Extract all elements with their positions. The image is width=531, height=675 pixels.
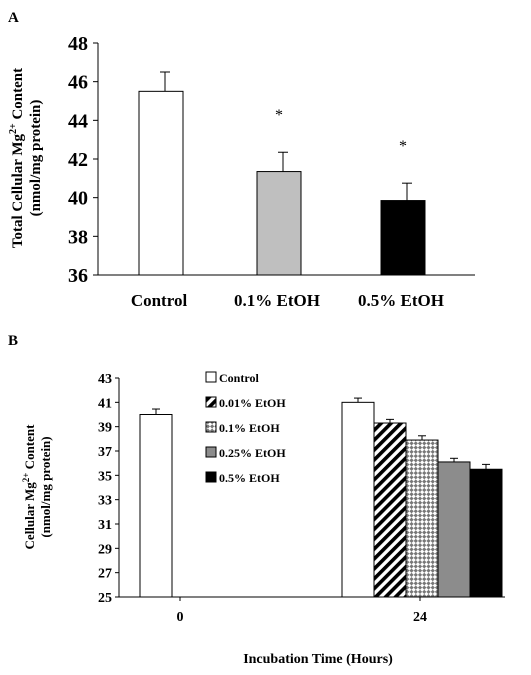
- panel-b-legend-swatch: [205, 471, 217, 483]
- panel-b-y-tick-label: 31: [98, 518, 112, 533]
- panel-b-y-tick-label: 27: [98, 567, 112, 582]
- panel-b-legend-swatch: [205, 421, 217, 433]
- panel-a-category-label: 0.1% EtOH: [234, 291, 320, 310]
- panel-b-legend: Control 0.01% EtOH 0.1% EtOH 0.25% EtOH 0.5%…: [205, 371, 286, 485]
- panel-b: B Cellular Mg2+ Content (nmol/mg protein…: [8, 333, 505, 667]
- panel-b-legend-swatch: [205, 396, 217, 408]
- panel-b-y-tick-label: 43: [98, 372, 112, 387]
- panel-b-y-tick-label: 33: [98, 494, 112, 509]
- panel-b-bar: [373, 422, 407, 598]
- panel-b-legend-label: Control: [219, 371, 259, 385]
- panel-a-y-tick-label: 36: [68, 265, 88, 287]
- panel-b-y-tick-label: 39: [98, 421, 112, 436]
- panel-a-y-tick-label: 38: [68, 226, 88, 248]
- panel-a-y-tick-label: 44: [68, 110, 88, 132]
- panel-b-y-axis-subtitle: (nmol/mg protein): [38, 436, 53, 537]
- panel-b-bar: [139, 414, 173, 598]
- panel-b-y-tick-label: 25: [98, 591, 112, 606]
- panel-a-y-axis-title: Total Cellular Mg2+ Content: [8, 68, 26, 248]
- panel-b-legend-label: 0.25% EtOH: [219, 446, 286, 460]
- panel-b-legend-label: 0.5% EtOH: [219, 471, 280, 485]
- panel-a-significance-star: *: [399, 138, 407, 155]
- panel-a: A Total Cellular Mg2+ Content (nmol/mg p…: [8, 10, 475, 310]
- panel-a-y-axis-subtitle: (nmol/mg protein): [28, 100, 44, 217]
- panel-b-category-label: 24: [413, 610, 427, 625]
- panel-a-category-label: 0.5% EtOH: [358, 291, 444, 310]
- panel-b-y-tick-label: 41: [98, 396, 112, 411]
- panel-a-bar: [380, 200, 426, 276]
- panel-b-legend-label: 0.01% EtOH: [219, 396, 286, 410]
- panel-a-category-label: Control: [131, 291, 188, 310]
- panel-a-label: A: [8, 10, 19, 26]
- panel-a-bar: [138, 90, 184, 276]
- panel-b-bar: [341, 401, 375, 598]
- panel-a-y-tick-label: 42: [68, 149, 88, 171]
- panel-b-x-axis-title: Incubation Time (Hours): [243, 652, 393, 667]
- panel-a-bar: [256, 171, 302, 276]
- panel-a-y-tick-label: 46: [68, 72, 88, 94]
- panel-b-y-tick-label: 37: [98, 445, 112, 460]
- panel-b-bar: [469, 468, 503, 598]
- panel-a-y-tick-label: 40: [68, 188, 88, 210]
- panel-b-category-label: 0: [177, 610, 184, 625]
- panel-b-legend-swatch: [205, 446, 217, 458]
- panel-b-label: B: [8, 333, 18, 349]
- panel-b-y-tick-label: 35: [98, 469, 112, 484]
- panel-b-legend-swatch: [205, 371, 217, 383]
- panel-b-y-axis-title: Cellular Mg2+ Content: [21, 424, 37, 550]
- panel-b-y-tick-label: 29: [98, 542, 112, 557]
- panel-b-bar: [405, 439, 439, 598]
- panel-a-significance-star: *: [275, 107, 283, 124]
- panel-b-bar: [437, 461, 471, 598]
- panel-a-y-tick-label: 48: [68, 33, 88, 55]
- panel-b-legend-label: 0.1% EtOH: [219, 421, 280, 435]
